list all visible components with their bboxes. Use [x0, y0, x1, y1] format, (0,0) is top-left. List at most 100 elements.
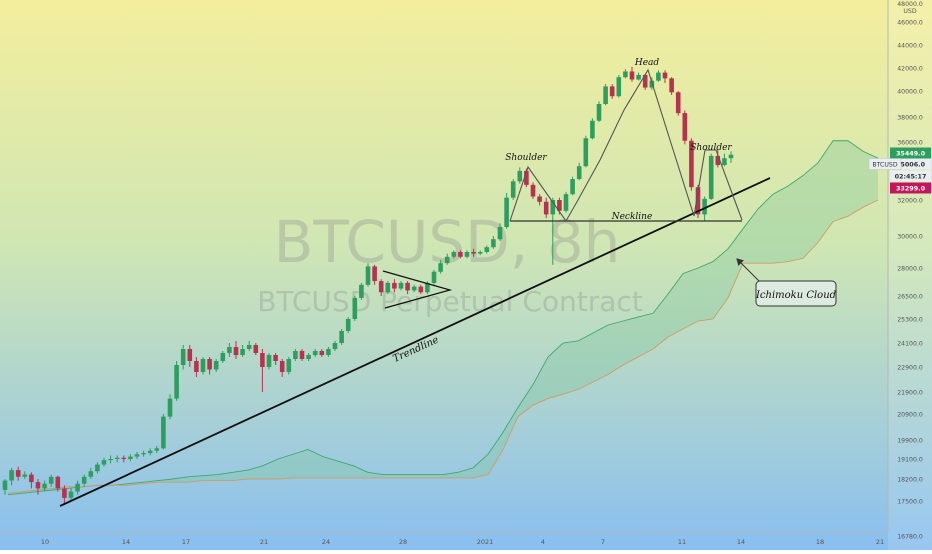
candle-body: [451, 252, 457, 257]
candle-body: [62, 488, 67, 498]
candle: [682, 110, 688, 145]
candle-body: [510, 181, 516, 198]
watermark-symbol: BTCUSD, 8h: [274, 208, 621, 276]
candle-body: [35, 482, 41, 489]
candle: [708, 153, 714, 200]
candle-body: [504, 197, 509, 227]
candle: [636, 72, 641, 81]
candle: [471, 248, 476, 257]
candle-body: [174, 365, 179, 399]
candle: [345, 317, 351, 333]
cloud-span-b: [7, 199, 879, 494]
y-tick-label: 36000.0: [897, 140, 923, 147]
candle: [352, 296, 358, 321]
candle: [68, 488, 74, 501]
candle-body: [352, 297, 358, 319]
candle-body: [279, 361, 285, 372]
candle-body: [722, 158, 727, 166]
y-tick-label: 19100.0: [897, 457, 923, 464]
candle-body: [471, 252, 476, 254]
cloud-fill: [8, 140, 878, 495]
candle: [722, 153, 727, 167]
candle-body: [121, 457, 127, 459]
candle: [299, 349, 305, 361]
head-shoulders-path[interactable]: [509, 68, 743, 223]
price-tag: 35449.0: [890, 147, 931, 159]
y-tick-label: 20900.0: [897, 412, 923, 419]
candle-body: [563, 194, 569, 211]
candle-body: [88, 471, 94, 477]
x-tick-label: 4: [541, 538, 545, 546]
candle: [22, 471, 28, 479]
candle-body: [530, 184, 536, 197]
candle: [88, 467, 94, 479]
candle-body: [484, 247, 490, 252]
candle: [306, 353, 311, 361]
candle-body: [75, 483, 80, 492]
price-tag-text: 33299.0: [896, 185, 926, 193]
candle-body: [491, 239, 496, 248]
candle: [286, 357, 292, 375]
candle-body: [609, 86, 615, 97]
candle: [101, 457, 107, 467]
candle: [227, 343, 232, 357]
candle: [517, 167, 523, 184]
candle-body: [543, 201, 549, 215]
candle-body: [233, 347, 239, 355]
x-tick-label: 14: [122, 538, 130, 546]
candle-body: [2, 480, 8, 490]
candle-body: [550, 200, 556, 215]
price-axis[interactable]: 48000.0 USD 46000.0 44000.0 42000.0 40000.0…: [897, 1, 923, 541]
x-tick-label: 14: [737, 538, 745, 546]
candle-body: [715, 155, 721, 166]
candle: [95, 462, 100, 474]
candle-body: [306, 355, 311, 359]
y-max-label: 48000.0: [897, 1, 923, 8]
candle-body: [458, 252, 463, 257]
candle-body: [649, 80, 655, 88]
y-tick-label: 17500.0: [897, 499, 923, 506]
y-tick-label: 25300.0: [897, 317, 923, 324]
candle-body: [128, 456, 133, 459]
triangle-pattern[interactable]: [382, 270, 453, 309]
x-tick-label: 17: [182, 538, 190, 546]
candle: [55, 475, 61, 492]
candle-body: [220, 353, 226, 361]
candle-body: [708, 155, 714, 199]
candle-body: [273, 355, 278, 361]
price-tag-text: 35006.0: [896, 161, 926, 169]
candle: [161, 414, 166, 450]
price-tag-bg: [890, 170, 931, 182]
candle-body: [227, 347, 232, 353]
y-tick-label: 18200.0: [897, 477, 923, 484]
candle: [530, 182, 536, 199]
candle: [405, 281, 410, 295]
candle: [431, 269, 437, 285]
candle: [233, 341, 239, 359]
candle-body: [81, 476, 87, 484]
price-axis-background: [888, 0, 932, 550]
x-tick-label: 18: [816, 538, 824, 546]
candle-body: [207, 359, 212, 370]
y-tick-label: 38000.0: [897, 115, 923, 122]
ichimoku-arrow: [736, 258, 761, 283]
symbol-tag: BTCUSD: [868, 158, 902, 170]
candle: [312, 349, 318, 357]
x-tick-label: 7: [601, 538, 605, 546]
candle-body: [405, 282, 410, 291]
candle-body: [42, 483, 47, 489]
candle: [590, 118, 595, 140]
candle: [134, 451, 140, 459]
candle: [398, 281, 404, 291]
trendline[interactable]: [59, 177, 771, 507]
x-tick-label: 2021: [477, 538, 494, 546]
candle: [563, 191, 569, 213]
ichimoku-label-box: [755, 280, 837, 307]
candle-body: [603, 86, 608, 104]
candle-body: [682, 113, 688, 141]
candle: [444, 253, 450, 265]
candle: [108, 455, 113, 464]
time-axis[interactable]: 10 14 17 21 24 28 2021 4 7 11 14 18 21: [41, 538, 884, 546]
